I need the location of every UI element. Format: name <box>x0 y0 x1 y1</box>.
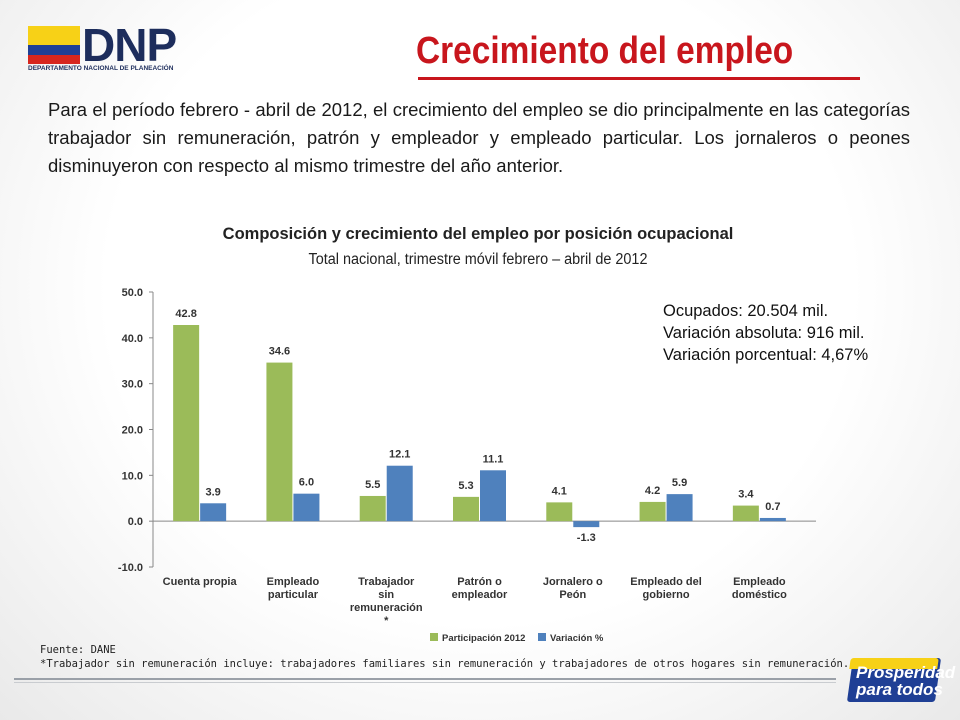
footer-divider <box>14 678 836 680</box>
footnote-text: *Trabajador sin remuneración incluye: tr… <box>40 658 850 670</box>
data-label: 11.1 <box>483 453 504 465</box>
legend-label: Participación 2012 <box>442 633 525 644</box>
category-label: sin <box>378 589 394 601</box>
category-label: empleador <box>452 589 508 601</box>
category-label: remuneración <box>350 602 423 614</box>
summary-absolute-variation: Variación absoluta: 916 mil. <box>663 324 865 342</box>
y-tick-label: -10.0 <box>118 562 143 574</box>
bar-participation <box>359 495 386 522</box>
category-label: Patrón o <box>457 576 502 588</box>
title-underline <box>418 77 860 80</box>
y-tick-label: 10.0 <box>122 470 143 482</box>
dnp-logo: DNP DEPARTAMENTO NACIONAL DE PLANEACIÓN <box>28 19 188 74</box>
bar-variation <box>200 503 227 522</box>
bar-variation <box>759 517 786 522</box>
intro-paragraph: Para el período febrero - abril de 2012,… <box>48 99 910 176</box>
data-label: 5.3 <box>458 480 473 492</box>
chart-subtitle: Total nacional, trimestre móvil febrero … <box>308 251 648 268</box>
bar-participation <box>639 501 666 522</box>
category-label: Empleado <box>733 576 786 588</box>
badge-text: Prosperidad para todos <box>856 663 956 699</box>
source-text: Fuente: DANE <box>40 644 116 656</box>
y-tick-label: 50.0 <box>122 287 143 299</box>
category-label: Empleado <box>267 576 320 588</box>
legend-swatch-variation <box>538 633 546 641</box>
y-tick-label: 40.0 <box>122 333 143 345</box>
category-label: gobierno <box>643 589 690 601</box>
data-label: 5.5 <box>365 479 380 491</box>
category-label: * <box>384 615 389 627</box>
footer-divider-shadow <box>14 682 836 683</box>
data-label: 4.2 <box>645 485 660 497</box>
data-label: 0.7 <box>765 501 780 513</box>
data-label: 4.1 <box>552 485 567 497</box>
bar-participation <box>546 502 573 522</box>
legend-swatch-participation <box>430 633 438 641</box>
bar-variation <box>386 465 413 522</box>
colombia-flag-icon <box>28 26 80 64</box>
data-label: 3.9 <box>205 486 220 498</box>
category-label: Empleado del <box>630 576 702 588</box>
category-label: particular <box>268 589 319 601</box>
bar-variation <box>480 470 506 522</box>
page-title: Crecimiento del empleo <box>416 30 794 72</box>
logo-subtitle: DEPARTAMENTO NACIONAL DE PLANEACIÓN <box>28 65 174 72</box>
chart-title: Composición y crecimiento del empleo por… <box>222 225 734 243</box>
category-label: Peón <box>559 589 586 601</box>
legend-label: Variación % <box>550 633 604 644</box>
employment-summary: Ocupados: 20.504 mil. Variación absoluta… <box>663 300 868 366</box>
summary-employed: Ocupados: 20.504 mil. <box>663 302 829 320</box>
y-tick-label: 30.0 <box>122 379 143 391</box>
data-label: 34.6 <box>269 346 290 358</box>
data-label: 3.4 <box>738 489 754 501</box>
bar-variation <box>666 494 693 522</box>
bar-participation <box>173 325 200 522</box>
category-label: doméstico <box>732 589 787 601</box>
data-label: 6.0 <box>299 477 314 489</box>
category-label: Jornalero o <box>543 576 603 588</box>
summary-percent-variation: Variación porcentual: 4,67% <box>663 346 869 364</box>
category-label: Cuenta propia <box>163 576 238 588</box>
bar-variation <box>573 521 600 528</box>
bar-participation <box>453 496 479 522</box>
y-tick-label: 0.0 <box>128 516 143 528</box>
logo-text: DNP <box>82 19 177 71</box>
data-label: 42.8 <box>175 308 196 320</box>
prosperidad-badge: Prosperidad para todos <box>846 658 955 702</box>
data-label: -1.3 <box>577 532 596 544</box>
source-note: Fuente: DANE *Trabajador sin remuneració… <box>40 643 849 671</box>
bar-participation <box>732 505 759 522</box>
data-label: 5.9 <box>672 477 687 489</box>
bar-variation <box>293 493 320 522</box>
category-label: Trabajador <box>358 576 415 588</box>
y-tick-label: 20.0 <box>122 425 143 437</box>
bar-participation <box>266 362 293 522</box>
data-label: 12.1 <box>389 449 410 461</box>
